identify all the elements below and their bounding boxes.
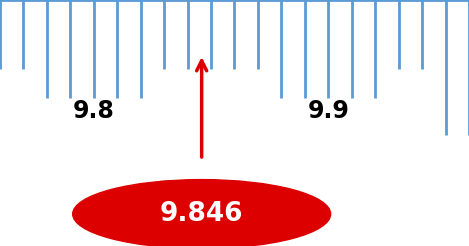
Text: 9.8: 9.8 [73,99,115,123]
Text: 9.9: 9.9 [307,99,349,123]
Text: 9.846: 9.846 [160,201,243,227]
Ellipse shape [73,180,331,246]
